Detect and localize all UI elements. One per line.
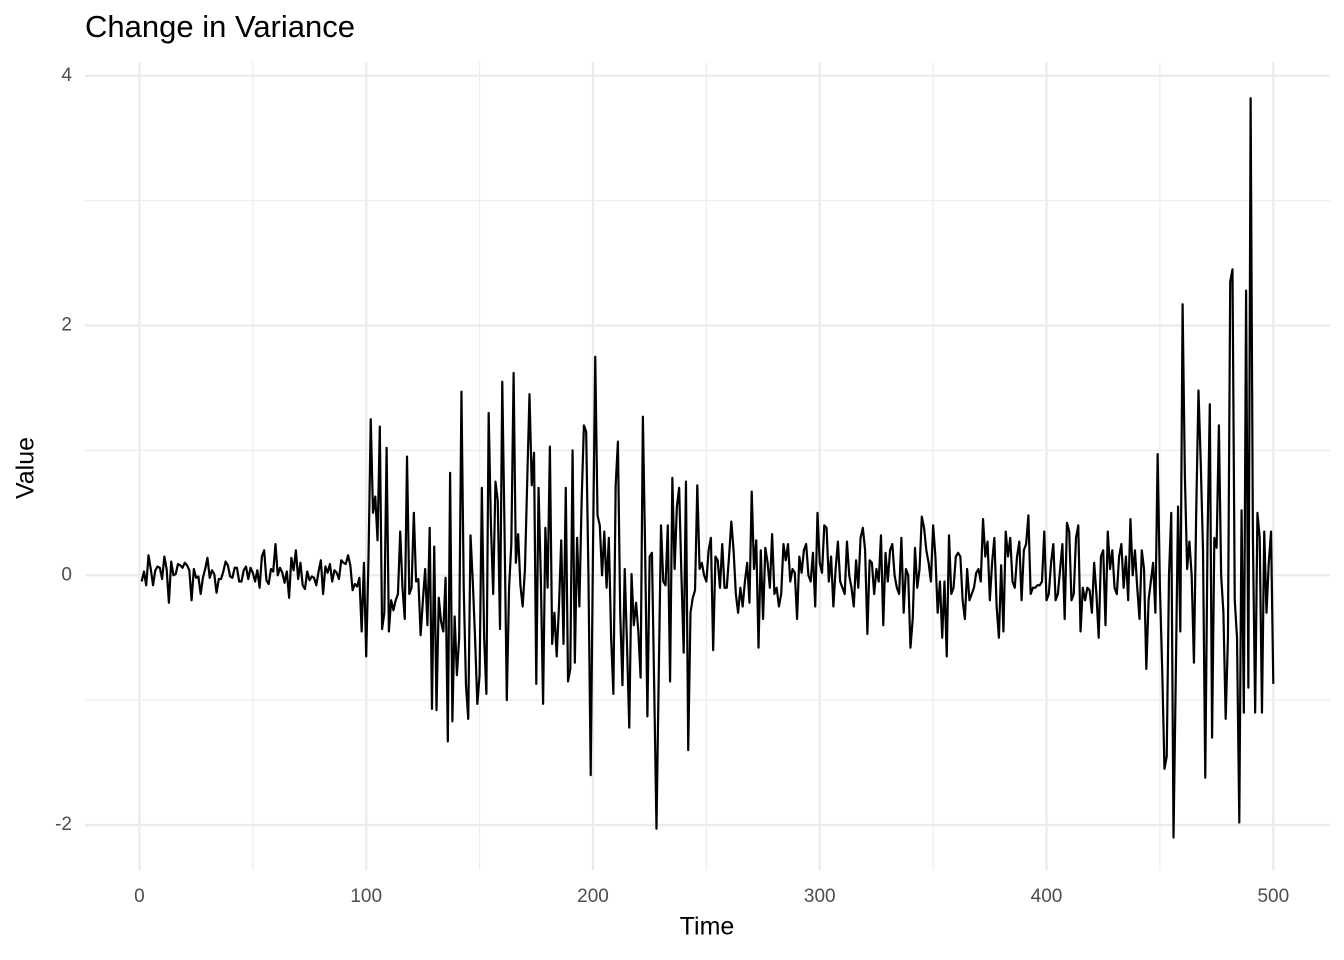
x-axis-label: Time	[680, 913, 735, 941]
x-tick-label: 500	[1257, 886, 1289, 907]
x-tick-label: 100	[350, 886, 382, 907]
chart-title: Change in Variance	[85, 9, 355, 44]
y-tick-label: 4	[61, 65, 72, 86]
grid: 0 100 200 300 400 500 -2 0 2 4	[55, 62, 1330, 907]
plot	[140, 97, 1275, 839]
x-tick-label: 0	[134, 886, 145, 907]
x-tick-label: 200	[577, 886, 609, 907]
x-tick-label: 300	[804, 886, 836, 907]
x-tick-label: 400	[1031, 886, 1063, 907]
y-tick-label: 0	[61, 564, 72, 585]
y-axis-label: Value	[12, 437, 40, 499]
y-tick-label: 2	[61, 315, 72, 336]
y-tick-label: -2	[55, 814, 72, 835]
data-line	[140, 97, 1275, 839]
